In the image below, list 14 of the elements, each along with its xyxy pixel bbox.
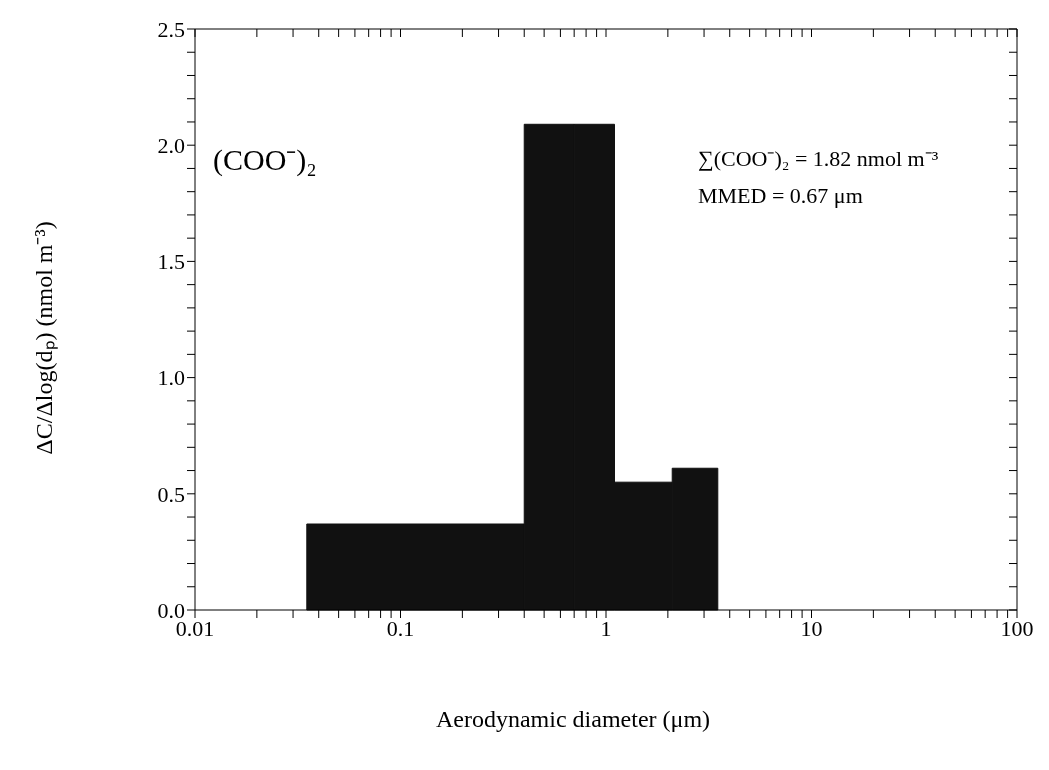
- x-tick-label: 1: [600, 615, 612, 641]
- x-tick-label: 100: [1000, 615, 1034, 641]
- annotation: MMED = 0.67 μm: [698, 183, 863, 209]
- y-tick-label: 2.5: [157, 16, 185, 42]
- y-tick-label: 1.0: [157, 365, 185, 391]
- x-axis-title: Aerodynamic diameter (μm): [434, 706, 712, 733]
- annotation: (COO⁻)₂: [213, 142, 317, 178]
- x-tick-label: 0.1: [386, 615, 415, 641]
- y-tick-label: 0.5: [157, 481, 185, 507]
- y-tick-label: 2.0: [157, 133, 185, 159]
- x-tick-label: 10: [800, 615, 823, 641]
- y-axis-title: ΔC/Δlog(dₚ) (nmol m⁻³): [29, 221, 59, 455]
- y-tick-label: 1.5: [157, 249, 185, 275]
- annotation: ∑(COO⁻)₂ = 1.82 nmol m⁻³: [698, 145, 939, 172]
